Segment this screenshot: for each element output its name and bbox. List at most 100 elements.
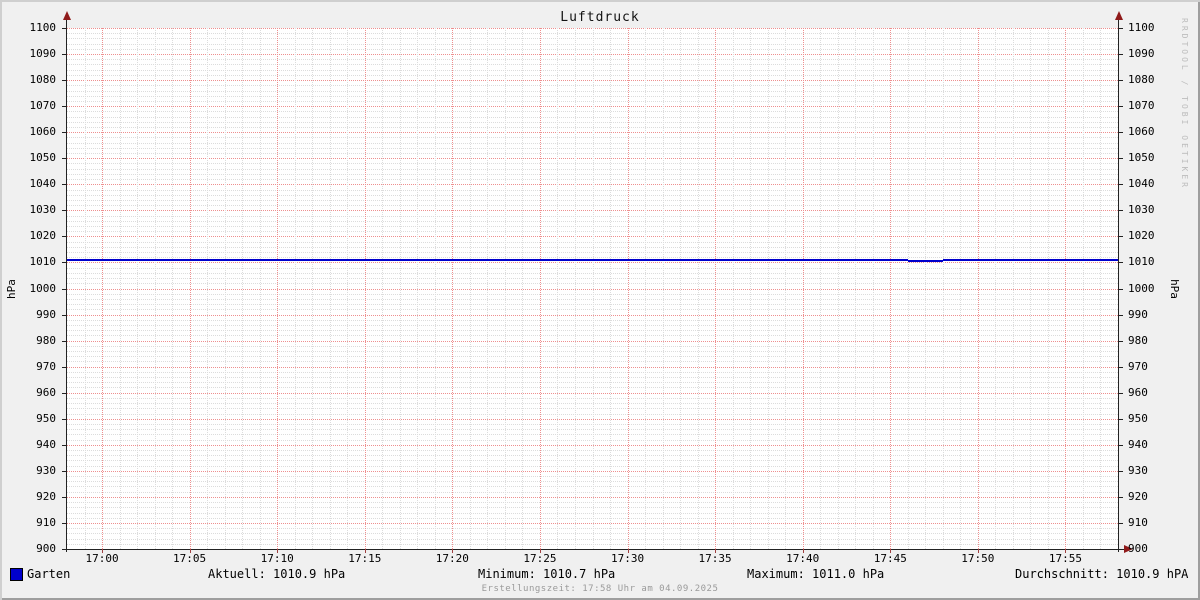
grid-line-h-minor [67,377,1118,378]
grid-line-v-minor [855,28,856,549]
grid-line-h-minor [67,64,1118,65]
y-tick-mark-left [62,471,67,472]
grid-line-h-minor [67,283,1118,284]
grid-line-v-minor [960,28,961,549]
x-tick-label: 17:15 [348,552,382,565]
y-tick-mark-right [1118,341,1123,342]
grid-line-h-minor [67,169,1118,170]
y-tick-label-right: 930 [1128,463,1148,477]
grid-line-h-minor [67,335,1118,336]
y-tick-mark-left [62,262,67,263]
grid-line-v-minor [487,28,488,549]
grid-line-h-minor [67,268,1118,269]
y-tick-mark-right [1118,315,1123,316]
y-tick-label-left: 920 [36,489,56,503]
grid-line-h-minor [67,455,1118,456]
y-tick-mark-left [62,210,67,211]
y-tick-mark-left [62,367,67,368]
y-tick-mark-right [1118,445,1123,446]
grid-line-h-major [67,184,1118,185]
x-tick-mark [890,549,891,553]
grid-line-h-minor [67,330,1118,331]
y-tick-mark-right [1118,549,1123,550]
y-tick-mark-right [1118,106,1123,107]
y-tick-label-left: 1060 [29,125,57,139]
grid-line-h-minor [67,242,1118,243]
x-tick-mark [102,549,103,553]
grid-line-h-minor [67,361,1118,362]
grid-line-v-major [715,28,716,549]
x-axis-arrow-icon [1124,545,1133,553]
grid-line-h-minor [67,38,1118,39]
grid-line-v-minor [260,28,261,549]
y-tick-label-right: 1090 [1128,47,1155,61]
grid-line-h-minor [67,200,1118,201]
y-tick-label-right: 910 [1128,515,1148,529]
x-tick-label: 17:05 [173,552,207,565]
grid-line-h-major [67,445,1118,446]
y-tick-label-left: 1040 [29,177,57,191]
grid-line-h-minor [67,476,1118,477]
grid-line-h-minor [67,221,1118,222]
grid-line-v-minor [1013,28,1014,549]
watermark-text: RRDTOOL / TOBI OETIKER [1180,18,1189,190]
grid-line-h-minor [67,539,1118,540]
y-tick-mark-right [1118,210,1123,211]
grid-line-h-minor [67,356,1118,357]
y-tick-mark-left [62,54,67,55]
x-tick-mark [277,549,278,553]
grid-line-v-major [365,28,366,549]
grid-line-h-minor [67,414,1118,415]
grid-line-v-minor [120,28,121,549]
y-tick-label-left: 1000 [29,281,57,295]
grid-line-v-minor [575,28,576,549]
grid-line-h-minor [67,492,1118,493]
grid-line-v-minor [785,28,786,549]
grid-line-h-minor [67,122,1118,123]
grid-line-h-minor [67,294,1118,295]
grid-line-v-minor [312,28,313,549]
legend-swatch-garten [10,568,23,581]
grid-line-v-minor [943,28,944,549]
grid-line-h-minor [67,231,1118,232]
grid-line-h-minor [67,75,1118,76]
grid-line-v-minor [400,28,401,549]
grid-line-h-minor [67,174,1118,175]
y-tick-mark-right [1118,471,1123,472]
grid-line-v-minor [522,28,523,549]
y-tick-label-right: 1010 [1128,255,1155,269]
grid-line-h-minor [67,111,1118,112]
grid-line-h-minor [67,205,1118,206]
x-tick-mark [540,549,541,553]
y-axis-left-line [66,16,67,552]
grid-line-h-major [67,132,1118,133]
y-tick-label-left: 1080 [29,73,57,87]
grid-line-v-minor [155,28,156,549]
grid-line-h-minor [67,252,1118,253]
grid-line-v-minor [908,28,909,549]
y-tick-mark-left [62,28,67,29]
grid-line-v-minor [663,28,664,549]
grid-line-v-major [102,28,103,549]
creation-time-note: Erstellungszeit: 17:58 Uhr am 04.09.2025 [481,584,719,594]
grid-line-h-minor [67,387,1118,388]
series-line-garten [908,260,943,262]
grid-line-h-minor [67,59,1118,60]
grid-line-h-major [67,158,1118,159]
y-tick-label-right: 1020 [1128,229,1155,243]
grid-line-h-minor [67,278,1118,279]
grid-line-h-major [67,289,1118,290]
y-tick-label-left: 940 [36,437,56,451]
grid-line-h-minor [67,544,1118,545]
y-tick-mark-left [62,419,67,420]
y-tick-mark-left [62,236,67,237]
x-tick-mark [1065,549,1066,553]
series-line-garten [943,259,1118,261]
grid-line-h-minor [67,434,1118,435]
grid-line-h-minor [67,408,1118,409]
y-tick-mark-left [62,445,67,446]
grid-line-h-minor [67,91,1118,92]
grid-line-v-minor [873,28,874,549]
grid-line-h-minor [67,257,1118,258]
